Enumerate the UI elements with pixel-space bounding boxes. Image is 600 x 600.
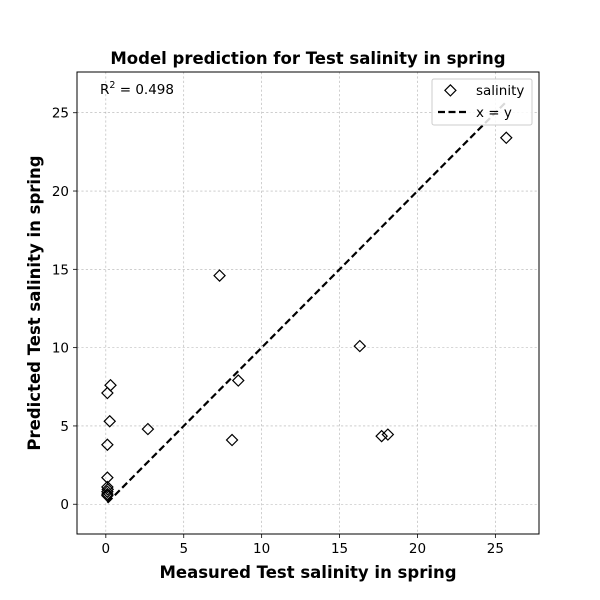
r-squared-value: = 0.498 xyxy=(115,82,174,98)
data-point xyxy=(141,422,155,436)
data-point xyxy=(231,374,245,387)
r-squared-exponent: 2 xyxy=(109,80,115,91)
data-point xyxy=(225,433,239,447)
y-tick-label: 0 xyxy=(60,497,69,513)
data-point xyxy=(103,414,117,428)
legend-marker-salinity xyxy=(444,84,457,97)
legend-label-x-equals-y: x = y xyxy=(476,105,512,121)
x-tick-label: 10 xyxy=(253,541,270,557)
r-squared-symbol: R xyxy=(100,82,109,98)
x-tick-label: 5 xyxy=(179,541,188,557)
data-point xyxy=(353,339,367,353)
gridlines xyxy=(77,72,539,534)
legend-label-salinity: salinity xyxy=(476,83,524,99)
y-tick-label: 25 xyxy=(52,106,69,122)
x-tick-label: 20 xyxy=(409,541,426,557)
chart-title: Model prediction for Test salinity in sp… xyxy=(110,49,505,68)
data-point xyxy=(101,480,114,494)
plot-area xyxy=(101,100,513,504)
y-tick-label: 5 xyxy=(60,419,69,435)
y-tick-label: 20 xyxy=(52,184,69,200)
y-axis-label: Predicted Test salinity in spring xyxy=(25,155,44,450)
data-point xyxy=(499,131,513,145)
data-point xyxy=(101,438,114,452)
r-squared-annotation: R2 = 0.498 xyxy=(100,80,174,98)
y-tick-label: 10 xyxy=(52,341,69,357)
x-tick-label: 0 xyxy=(102,541,111,557)
data-point xyxy=(101,471,114,484)
y-tick-label: 15 xyxy=(52,262,69,278)
data-point xyxy=(101,483,115,496)
ticks: 0 5 10 15 20 25 0 5 10 15 20 25 xyxy=(52,106,504,557)
data-point xyxy=(375,429,388,443)
data-point xyxy=(213,269,226,282)
axes-frame xyxy=(76,71,540,535)
x-tick-label: 15 xyxy=(331,541,348,557)
x-tick-label: 25 xyxy=(487,541,504,557)
x-axis-label: Measured Test salinity in spring xyxy=(159,563,456,582)
data-point xyxy=(381,428,395,441)
legend-box xyxy=(431,78,533,126)
legend: salinity x = y xyxy=(431,78,533,126)
data-point xyxy=(104,378,117,392)
